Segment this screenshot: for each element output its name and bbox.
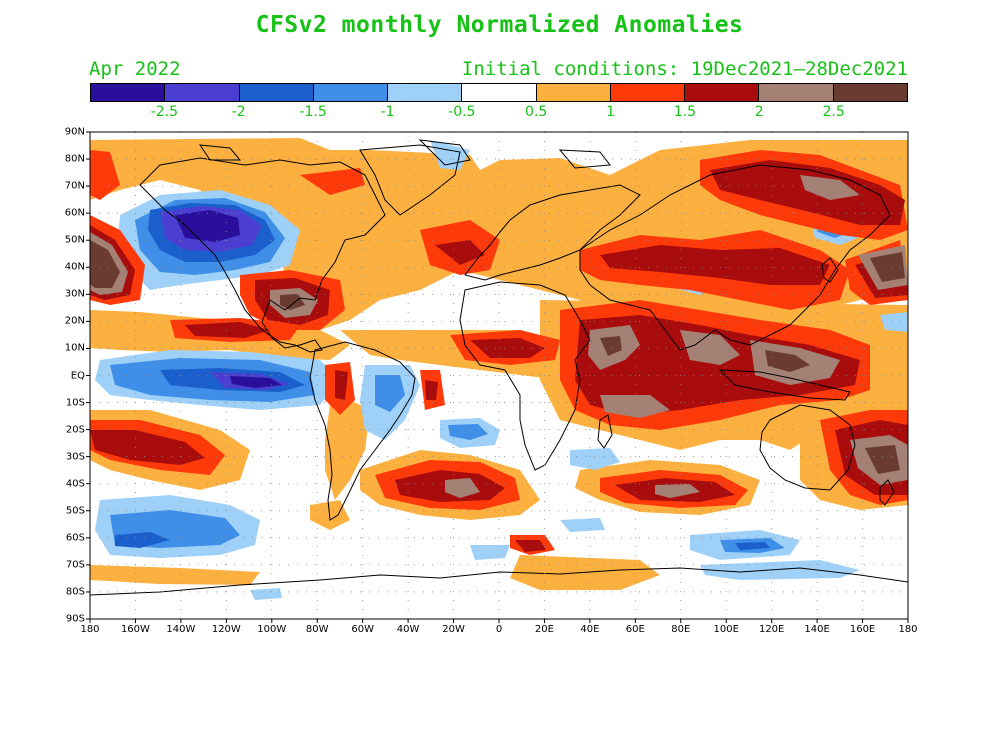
latitude-label: 70N: [64, 180, 85, 192]
longitude-label: 20E: [534, 624, 554, 635]
longitude-label: 140W: [166, 624, 196, 635]
grid-lines: [90, 132, 908, 619]
color-bar-segment: [388, 84, 463, 101]
color-bar-segment: [536, 84, 611, 101]
longitude-label: 80E: [671, 624, 691, 635]
latitude-label: 70S: [65, 559, 85, 571]
longitude-label: 80W: [305, 624, 329, 635]
color-bar-label: -2: [231, 104, 246, 120]
latitude-label: 90N: [64, 126, 85, 138]
color-bar-segment: [91, 84, 166, 101]
color-bar-segment: [759, 84, 834, 101]
color-bar-label: 2.5: [822, 104, 845, 120]
latitude-label: 10N: [64, 342, 85, 354]
longitude-label: 40W: [396, 624, 420, 635]
color-bar-segment: [610, 84, 686, 101]
longitude-label: 60W: [351, 624, 374, 635]
color-bar-segment: [462, 84, 537, 101]
color-bar-segment: [685, 84, 760, 101]
latitude-label: 20N: [64, 315, 85, 327]
longitude-label: 140E: [804, 624, 830, 635]
color-bar-label: -2.5: [150, 104, 179, 120]
color-bar-label: 2: [754, 104, 764, 120]
latitude-label: 30N: [64, 288, 85, 300]
longitude-label: 160E: [849, 624, 876, 635]
latitude-label: 20S: [65, 424, 85, 436]
valid-month-label: Apr 2022: [89, 58, 181, 80]
positive-anomaly-extreme: [90, 240, 905, 474]
latitude-label: 10S: [65, 397, 85, 409]
latitude-label: 90S: [65, 613, 85, 625]
latitude-label: 80S: [65, 586, 85, 598]
coastlines: [90, 139, 908, 596]
longitude-label: 100W: [257, 624, 287, 635]
longitude-label: 100E: [713, 624, 739, 635]
color-bar: [90, 83, 908, 102]
color-bar-segment: [313, 84, 389, 101]
color-bar-segment: [239, 84, 314, 101]
longitude-label: 40E: [580, 624, 600, 635]
longitude-label: 120E: [758, 624, 785, 635]
initial-conditions-label: Initial conditions: 19Dec2021—28Dec2021: [461, 58, 908, 80]
latitude-label: EQ: [70, 370, 85, 381]
latitude-label: 60N: [64, 207, 85, 219]
negative-anomaly-extreme: [175, 210, 282, 388]
longitude-label: 0: [495, 624, 503, 635]
latitude-label: 50S: [65, 505, 85, 517]
color-bar-label: -0.5: [448, 104, 476, 120]
latitude-label: 50N: [64, 234, 85, 246]
longitude-label: 180: [898, 624, 918, 635]
latitude-label: 40N: [64, 261, 85, 273]
color-bar-label: 1.5: [673, 104, 697, 120]
longitude-label: 20W: [442, 624, 465, 635]
latitude-label: 30S: [65, 451, 85, 463]
color-bar-label: -1: [380, 104, 395, 120]
color-bar-segment: [833, 84, 907, 101]
axis-ticks: [86, 131, 909, 623]
color-bar-segment: [165, 84, 240, 101]
color-bar-label: 0.5: [525, 104, 548, 120]
chart-title: CFSv2 monthly Normalized Anomalies: [255, 12, 744, 38]
latitude-label: 80N: [64, 153, 85, 165]
latitude-label: 60S: [65, 532, 85, 544]
color-bar-label: 1: [606, 104, 615, 120]
latitude-label: 40S: [65, 478, 85, 490]
longitude-label: 180: [80, 624, 100, 635]
color-bar-label: -1.5: [299, 104, 327, 120]
longitude-label: 60E: [625, 624, 645, 635]
longitude-label: 160W: [120, 624, 150, 635]
longitude-label: 120W: [211, 624, 241, 635]
